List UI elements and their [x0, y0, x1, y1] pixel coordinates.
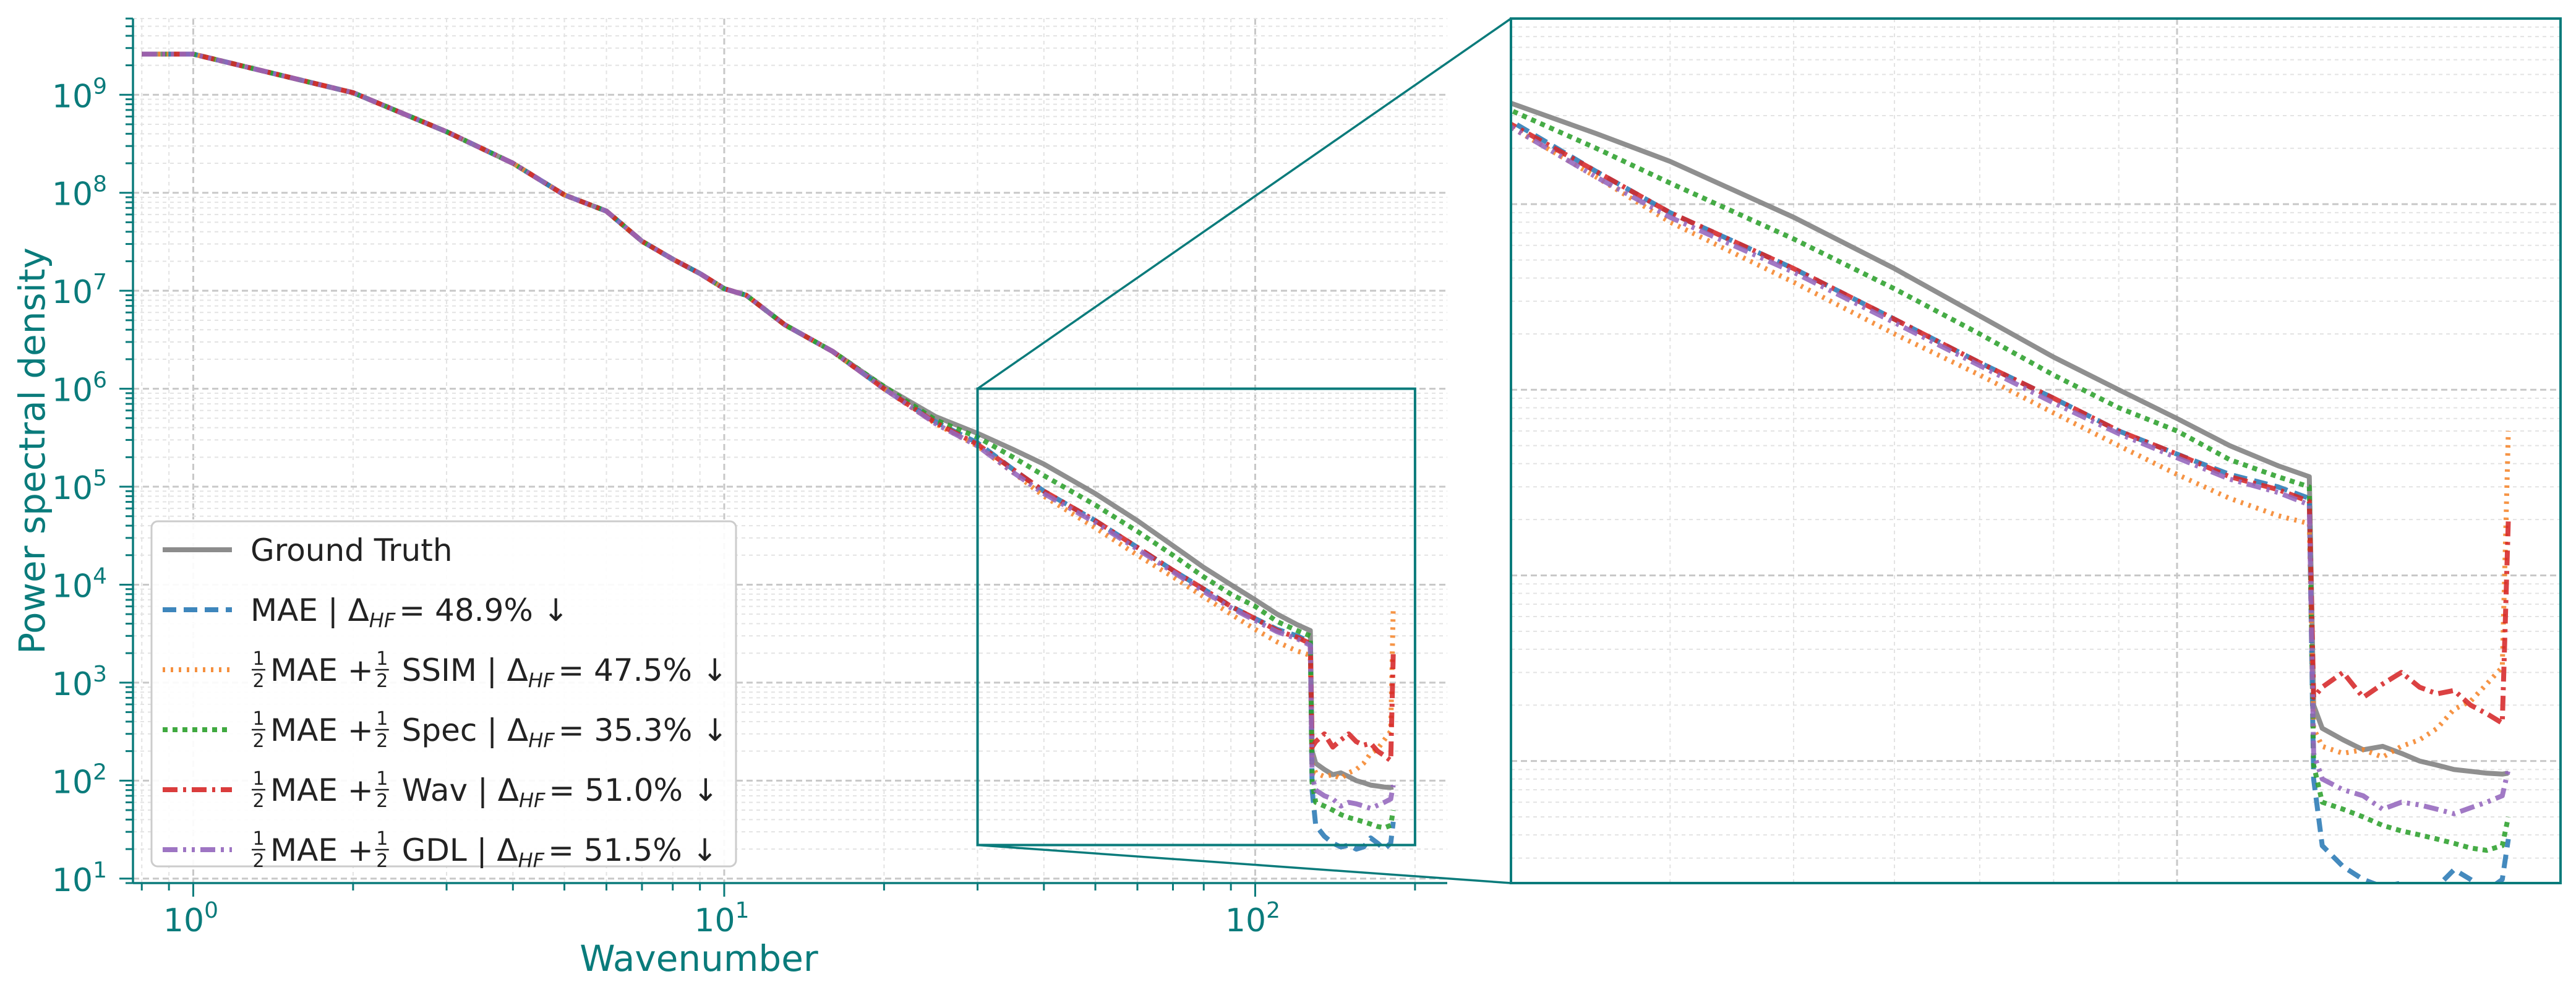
legend-frac-num: 1	[376, 648, 388, 670]
axis-labels: Wavenumber Power spectral density	[11, 247, 818, 980]
main-plot-axes: 100 101 102 101 102 103 104 105 106 107 108 109	[52, 17, 1447, 939]
legend-frac-num: 1	[252, 648, 264, 670]
inset-series-line-5	[1511, 124, 2511, 816]
zoom-connector-top	[977, 17, 1512, 390]
main-y-tick-label: 102	[52, 759, 107, 801]
main-plot-lines	[142, 51, 1396, 852]
legend-label-3: MAE + Spec | ΔHF = 35.3% ↓	[270, 712, 728, 752]
legend-frac-num: 1	[376, 768, 388, 790]
legend: Ground Truth MAE | ΔHF = 48.9% ↓ MAE + SSIM…	[150, 520, 737, 872]
x-axis-label: Wavenumber	[580, 937, 818, 980]
main-y-tick-label: 106	[52, 368, 107, 409]
legend-frac-num: 1	[252, 708, 264, 730]
legend-label-1: MAE | ΔHF = 48.9% ↓	[250, 592, 569, 632]
legend-frac-den: 2	[252, 730, 264, 752]
main-y-tick-label: 108	[52, 172, 107, 213]
main-y-tick-label: 109	[52, 74, 107, 115]
legend-frac-num: 1	[376, 708, 388, 730]
inset-plot-axes	[1510, 17, 2562, 884]
inset-frame	[1510, 17, 2562, 884]
main-x-tick-label: 102	[1225, 898, 1280, 939]
main-x-tick-label: 100	[163, 898, 218, 939]
legend-frac-num: 1	[252, 768, 264, 790]
legend-frac-den: 2	[376, 670, 388, 692]
legend-frac-den: 2	[376, 790, 388, 812]
legend-label-4: MAE + Wav | ΔHF = 51.0% ↓	[270, 772, 719, 812]
zoom-indicator	[976, 17, 1512, 884]
main-y-tick-label: 107	[52, 270, 107, 311]
zoom-region-box	[976, 387, 1416, 847]
legend-label-5: MAE + GDL | ΔHF = 51.5% ↓	[270, 832, 718, 872]
main-series-line-4	[142, 51, 1396, 763]
main-series-line-5	[142, 51, 1396, 811]
legend-frac-den: 2	[252, 850, 264, 872]
inset-series-line-0	[1511, 100, 2509, 777]
legend-label-2: MAE + SSIM | ΔHF = 47.5% ↓	[270, 652, 728, 692]
zoom-connector-bottom	[977, 843, 1512, 884]
main-series-line-2	[142, 51, 1396, 781]
legend-frac-num: 1	[376, 828, 388, 850]
main-y-tick-label: 101	[52, 858, 107, 899]
legend-frac-den: 2	[252, 790, 264, 812]
y-axis-label: Power spectral density	[11, 247, 53, 654]
legend-label-0: Ground Truth	[250, 532, 453, 568]
inset-plot-lines	[1511, 100, 2511, 883]
main-y-tick-label: 103	[52, 662, 107, 703]
legend-frac-den: 2	[376, 850, 388, 872]
main-y-tick-label: 104	[52, 563, 107, 605]
legend-box	[150, 520, 737, 868]
legend-frac-den: 2	[252, 670, 264, 692]
main-y-tick-label: 105	[52, 466, 107, 507]
legend-frac-num: 1	[252, 828, 264, 850]
inset-series-line-4	[1511, 121, 2511, 726]
inset-series-line-3	[1511, 108, 2511, 853]
inset-series-line-2	[1511, 124, 2511, 760]
legend-frac-den: 2	[376, 730, 388, 752]
main-x-tick-label: 101	[694, 898, 749, 939]
